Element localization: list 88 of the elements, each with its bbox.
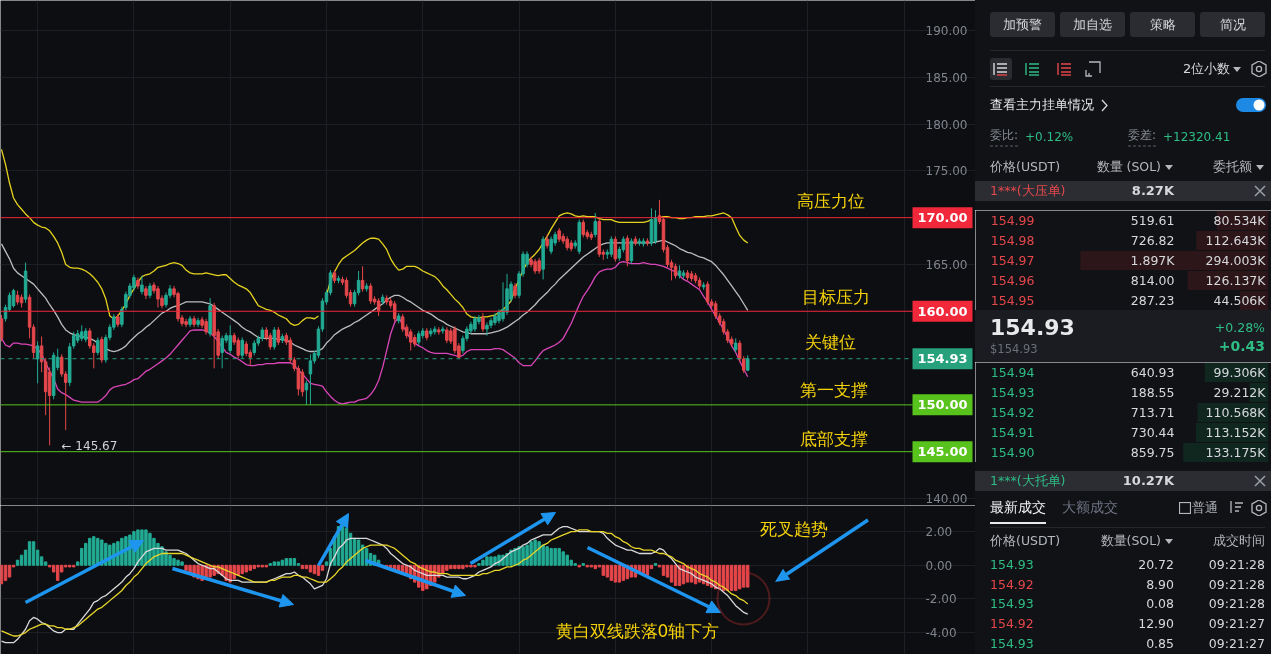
annotation: 黄白双线跌落0轴下方 xyxy=(555,620,720,641)
text: 09:21:28 xyxy=(1208,596,1265,612)
text: 09:21:28 xyxy=(1208,557,1265,573)
y-tick-label: 154.97 xyxy=(990,253,1035,268)
ref-line-label: 160.00 xyxy=(917,303,968,319)
text: 0.08 xyxy=(1146,596,1174,612)
text: 策略 xyxy=(1149,16,1176,33)
text: 大额成交 xyxy=(1062,499,1118,517)
y-tick-label: -4.00 xyxy=(925,626,957,641)
y-tick-label: 154.91 xyxy=(990,425,1035,440)
data-label: 80.534K xyxy=(1213,213,1267,228)
text: 1***(大托单) xyxy=(990,473,1066,489)
ref-line-label: 145.00 xyxy=(917,444,968,460)
text: 1***(大压单) xyxy=(990,183,1066,199)
text: 数量(SOL) xyxy=(1100,533,1161,549)
y-tick-label: 190.00 xyxy=(925,23,968,38)
text: 死叉趋势 xyxy=(759,518,828,539)
y-tick-label: 0.00 xyxy=(925,558,953,573)
annotation: 713.71 xyxy=(1130,405,1175,420)
y-tick-label: 154.99 xyxy=(990,213,1035,228)
y-tick-label: 154.90 xyxy=(990,445,1035,460)
data-label: 99.306K xyxy=(1213,365,1267,380)
data-label: 44.506K xyxy=(1213,293,1267,308)
y-tick-label: -2.00 xyxy=(925,592,957,607)
y-tick-label: 154.95 xyxy=(990,293,1035,308)
y-tick-label: 175.00 xyxy=(925,164,968,179)
text: 高压力位 xyxy=(796,190,865,211)
text: +12320.41 xyxy=(1163,129,1231,145)
annotation: 188.55 xyxy=(1130,385,1175,400)
y-tick-label: 154.94 xyxy=(990,365,1035,380)
text: 0.85 xyxy=(1146,636,1174,652)
text: 12.90 xyxy=(1138,616,1174,632)
text: 普通 xyxy=(1192,500,1218,516)
text: +0.28% xyxy=(1214,320,1265,336)
annotation: 814.00 xyxy=(1130,273,1175,288)
text: 成交时间 xyxy=(1213,533,1265,549)
y-tick-label: 140.00 xyxy=(925,491,968,506)
text: 目标压力 xyxy=(801,286,870,307)
text: 09:21:28 xyxy=(1208,577,1265,593)
annotation: ← 145.67 xyxy=(61,438,118,453)
annotation: 287.23 xyxy=(1130,293,1175,308)
text: 09:21:27 xyxy=(1208,616,1265,632)
annotation: 730.44 xyxy=(1130,425,1175,440)
y-tick-label: 165.00 xyxy=(925,257,968,272)
y-tick-label: 180.00 xyxy=(925,117,968,132)
text: 加预警 xyxy=(1003,16,1042,33)
text: 第一支撑 xyxy=(799,379,868,400)
text: 8.27K xyxy=(1131,182,1174,200)
data-label: 126.137K xyxy=(1205,273,1267,288)
data-label: 110.568K xyxy=(1205,405,1267,420)
text: 20.72 xyxy=(1138,557,1174,573)
text: 简况 xyxy=(1219,16,1246,33)
text: 底部支撑 xyxy=(799,428,868,449)
y-tick-label: 154.96 xyxy=(990,273,1035,288)
data-label: 29.212K xyxy=(1213,385,1267,400)
text: 价格(USDT) xyxy=(990,533,1061,549)
ref-line-label: 170.00 xyxy=(917,210,968,226)
text: 2位小数 xyxy=(1183,60,1231,78)
text: +0.43 xyxy=(1218,338,1265,356)
text: $154.93 xyxy=(990,341,1038,357)
y-tick-label: 154.98 xyxy=(990,233,1035,248)
text: 价格(USDT) xyxy=(990,159,1061,175)
text: 委比: xyxy=(990,127,1019,147)
data-label: 133.175K xyxy=(1205,445,1267,460)
annotation: 859.75 xyxy=(1130,445,1175,460)
text: 8.90 xyxy=(1146,577,1174,593)
text: 加自选 xyxy=(1073,16,1112,33)
y-tick-label: 2.00 xyxy=(925,525,953,540)
annotation: 726.82 xyxy=(1130,233,1175,248)
annotation: 519.61 xyxy=(1130,213,1175,228)
text: +0.12% xyxy=(1025,129,1074,145)
text: 查看主力挂单情况 xyxy=(990,96,1094,114)
ref-line-label: 150.00 xyxy=(917,397,968,413)
annotation: 1.897K xyxy=(1130,253,1176,268)
text: 10.27K xyxy=(1122,472,1174,490)
y-tick-label: 154.93 xyxy=(990,385,1035,400)
y-tick-label: 154.92 xyxy=(990,405,1035,420)
text: 关键位 xyxy=(805,331,856,352)
text: 09:21:27 xyxy=(1208,636,1265,652)
text: 委托额 xyxy=(1213,159,1252,175)
text: 数量 (SOL) xyxy=(1096,159,1161,175)
data-label: 294.003K xyxy=(1205,253,1267,268)
data-label: 112.643K xyxy=(1205,233,1267,248)
annotation: 640.93 xyxy=(1130,365,1175,380)
text: 委差: xyxy=(1128,127,1157,147)
data-label: 113.152K xyxy=(1205,425,1267,440)
y-tick-label: 185.00 xyxy=(925,70,968,85)
text: 最新成交 xyxy=(990,499,1046,517)
